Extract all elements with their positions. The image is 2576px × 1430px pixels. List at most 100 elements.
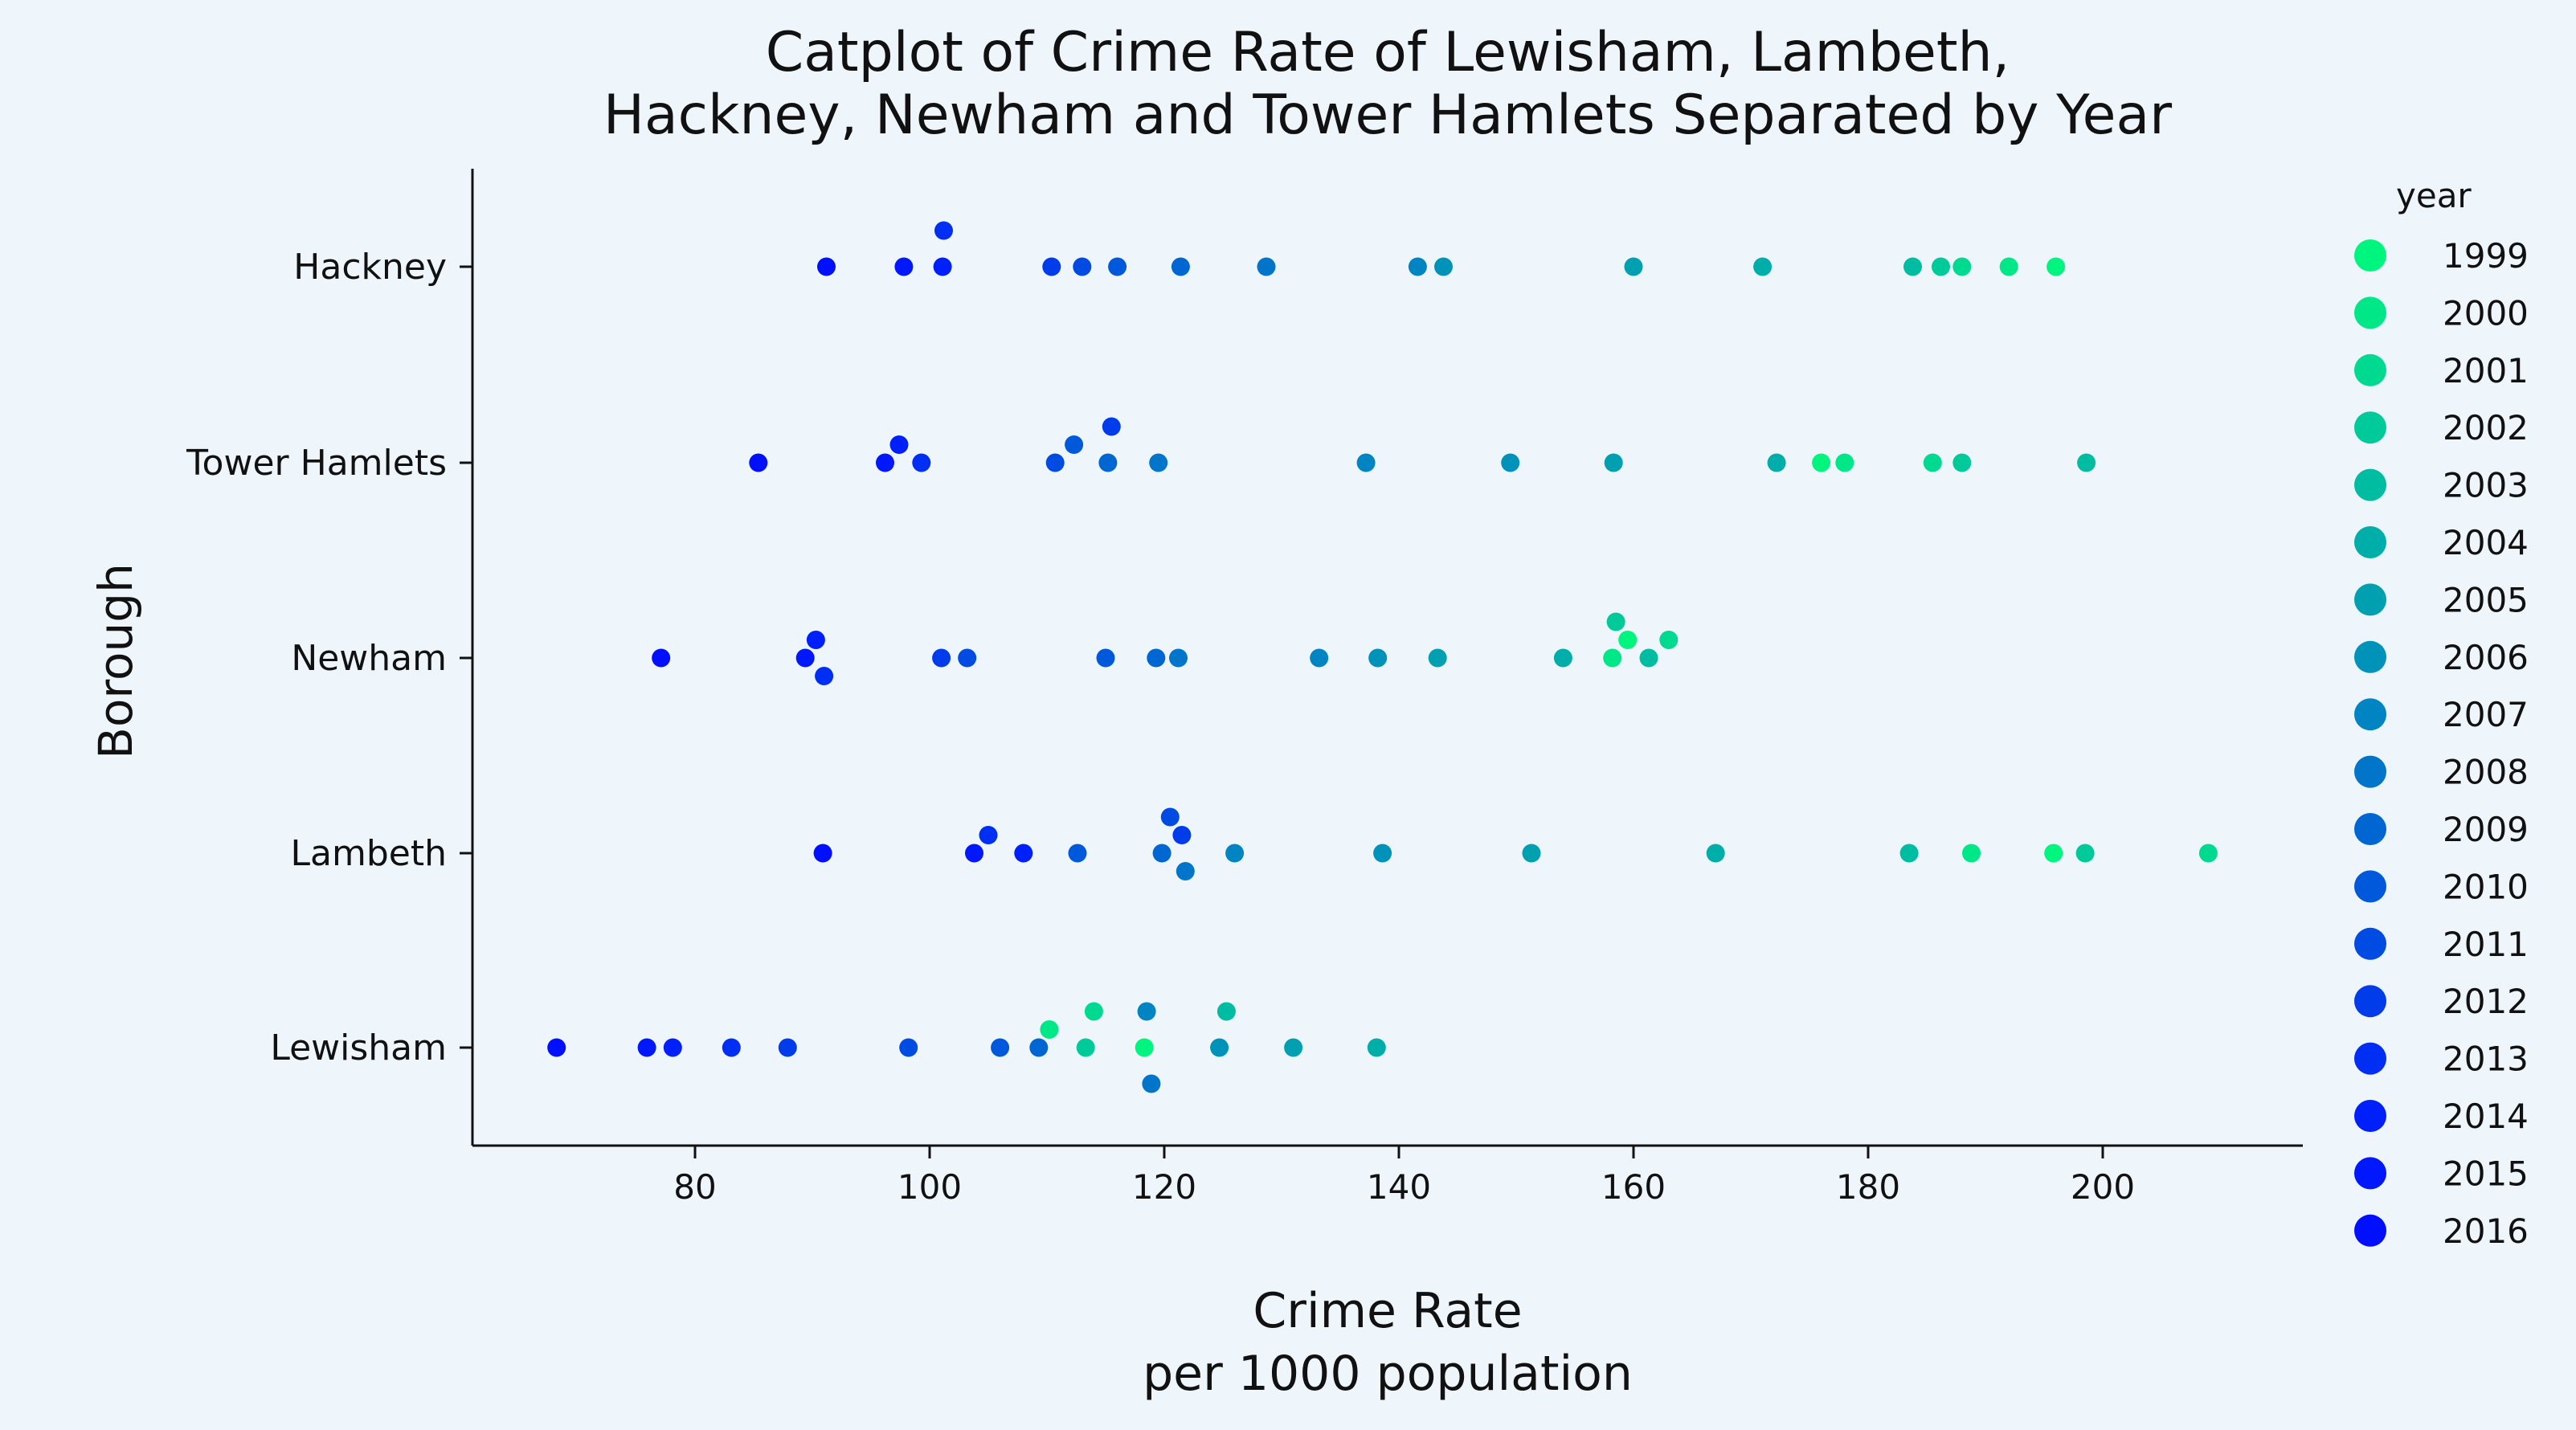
data-point xyxy=(1029,1038,1049,1057)
legend-marker xyxy=(2354,239,2386,272)
y-tick-label: Lambeth xyxy=(291,833,447,874)
legend-label: 2008 xyxy=(2443,753,2529,792)
data-point xyxy=(722,1038,741,1057)
legend-label: 2002 xyxy=(2443,408,2529,447)
data-point xyxy=(1152,844,1171,863)
data-point xyxy=(932,648,951,668)
data-point xyxy=(1065,435,1084,454)
legend-marker xyxy=(2354,1100,2386,1132)
legend-label: 2009 xyxy=(2443,810,2529,849)
x-axis-label-line: Crime Rate xyxy=(1253,1283,1522,1339)
chart-title-line: Catplot of Crime Rate of Lewisham, Lambe… xyxy=(766,21,2010,84)
data-point xyxy=(1045,453,1065,472)
data-point xyxy=(547,1038,566,1057)
data-point xyxy=(1767,453,1786,472)
data-point xyxy=(1603,648,1622,668)
legend-label: 2001 xyxy=(2443,351,2529,390)
data-point xyxy=(958,648,977,668)
data-point xyxy=(1169,648,1188,668)
data-point xyxy=(778,1038,797,1057)
data-point xyxy=(1522,844,1541,863)
legend-marker xyxy=(2354,411,2386,444)
data-point xyxy=(795,648,815,668)
x-axis-label: Crime Rate per 1000 population xyxy=(1143,1283,1633,1402)
data-point xyxy=(1073,257,1092,276)
data-point xyxy=(1932,257,1950,276)
data-point xyxy=(1962,844,1981,863)
data-point xyxy=(1102,417,1121,436)
data-point xyxy=(1553,648,1572,668)
legend-label: 2006 xyxy=(2443,638,2529,677)
data-point xyxy=(1176,862,1195,880)
data-point xyxy=(1899,844,1919,863)
data-point xyxy=(876,453,894,472)
data-point xyxy=(1257,257,1276,276)
data-point xyxy=(652,648,671,668)
data-point xyxy=(2077,453,2096,472)
chart-title-line: Hackney, Newham and Tower Hamlets Separa… xyxy=(603,84,2172,147)
data-point xyxy=(817,257,836,276)
data-point xyxy=(1373,844,1392,863)
data-point xyxy=(1147,648,1166,668)
x-tick-label: 180 xyxy=(1836,1167,1900,1207)
data-point xyxy=(1659,631,1678,649)
data-point xyxy=(1367,1038,1386,1057)
legend-label: 2016 xyxy=(2443,1211,2529,1251)
legend-marker xyxy=(2354,870,2386,903)
legend-marker xyxy=(2354,755,2386,788)
data-point xyxy=(912,453,931,472)
data-point xyxy=(1137,1002,1156,1021)
data-point xyxy=(663,1038,682,1057)
legend-label: 2007 xyxy=(2443,695,2529,734)
data-point xyxy=(1952,453,1972,472)
legend-marker xyxy=(2354,468,2386,501)
legend-label: 1999 xyxy=(2443,236,2529,276)
data-point xyxy=(1618,631,1638,649)
x-axis-label-line: per 1000 population xyxy=(1143,1346,1633,1402)
data-point xyxy=(1434,257,1453,276)
data-point xyxy=(1428,648,1447,668)
y-axis-label: Borough xyxy=(88,563,143,759)
data-point xyxy=(1068,844,1087,863)
data-point xyxy=(991,1038,1010,1057)
legend-label: 2011 xyxy=(2443,925,2529,964)
legend-marker xyxy=(2354,583,2386,616)
legend-marker xyxy=(2354,296,2386,329)
y-tick-label: Newham xyxy=(291,638,447,679)
data-point xyxy=(1108,257,1127,276)
legend-label: 2010 xyxy=(2443,867,2529,906)
data-point xyxy=(2198,844,2218,863)
data-point xyxy=(979,826,998,844)
data-point xyxy=(637,1038,656,1057)
data-point xyxy=(2044,844,2063,863)
data-point xyxy=(2046,257,2066,276)
legend: year 1999 2000 2001 2002 2003 2004 2005 2006 2007… xyxy=(2354,176,2529,1251)
data-point xyxy=(1149,453,1168,472)
data-point xyxy=(933,257,952,276)
data-point xyxy=(1042,257,1061,276)
legend-marker xyxy=(2354,1042,2386,1075)
data-point xyxy=(1225,844,1245,863)
data-point xyxy=(1310,648,1329,668)
data-point xyxy=(1171,257,1190,276)
legend-label: 2012 xyxy=(2443,982,2529,1021)
y-tick-label: Lewisham xyxy=(270,1028,447,1068)
x-tick-label: 120 xyxy=(1132,1167,1196,1207)
x-tick-label: 160 xyxy=(1601,1167,1666,1207)
data-point xyxy=(1084,1002,1103,1021)
legend-label: 2014 xyxy=(2443,1097,2529,1136)
data-point xyxy=(1753,257,1773,276)
data-point xyxy=(1284,1038,1303,1057)
data-point xyxy=(806,631,825,649)
data-point xyxy=(1160,807,1180,827)
data-point xyxy=(1706,844,1725,863)
legend-marker xyxy=(2354,526,2386,558)
data-point xyxy=(1501,453,1520,472)
legend-label: 2005 xyxy=(2443,580,2529,619)
data-point xyxy=(815,667,834,685)
data-point xyxy=(1408,257,1427,276)
data-point xyxy=(1835,453,1854,472)
data-point xyxy=(965,844,983,863)
x-tick-label: 100 xyxy=(898,1167,962,1207)
